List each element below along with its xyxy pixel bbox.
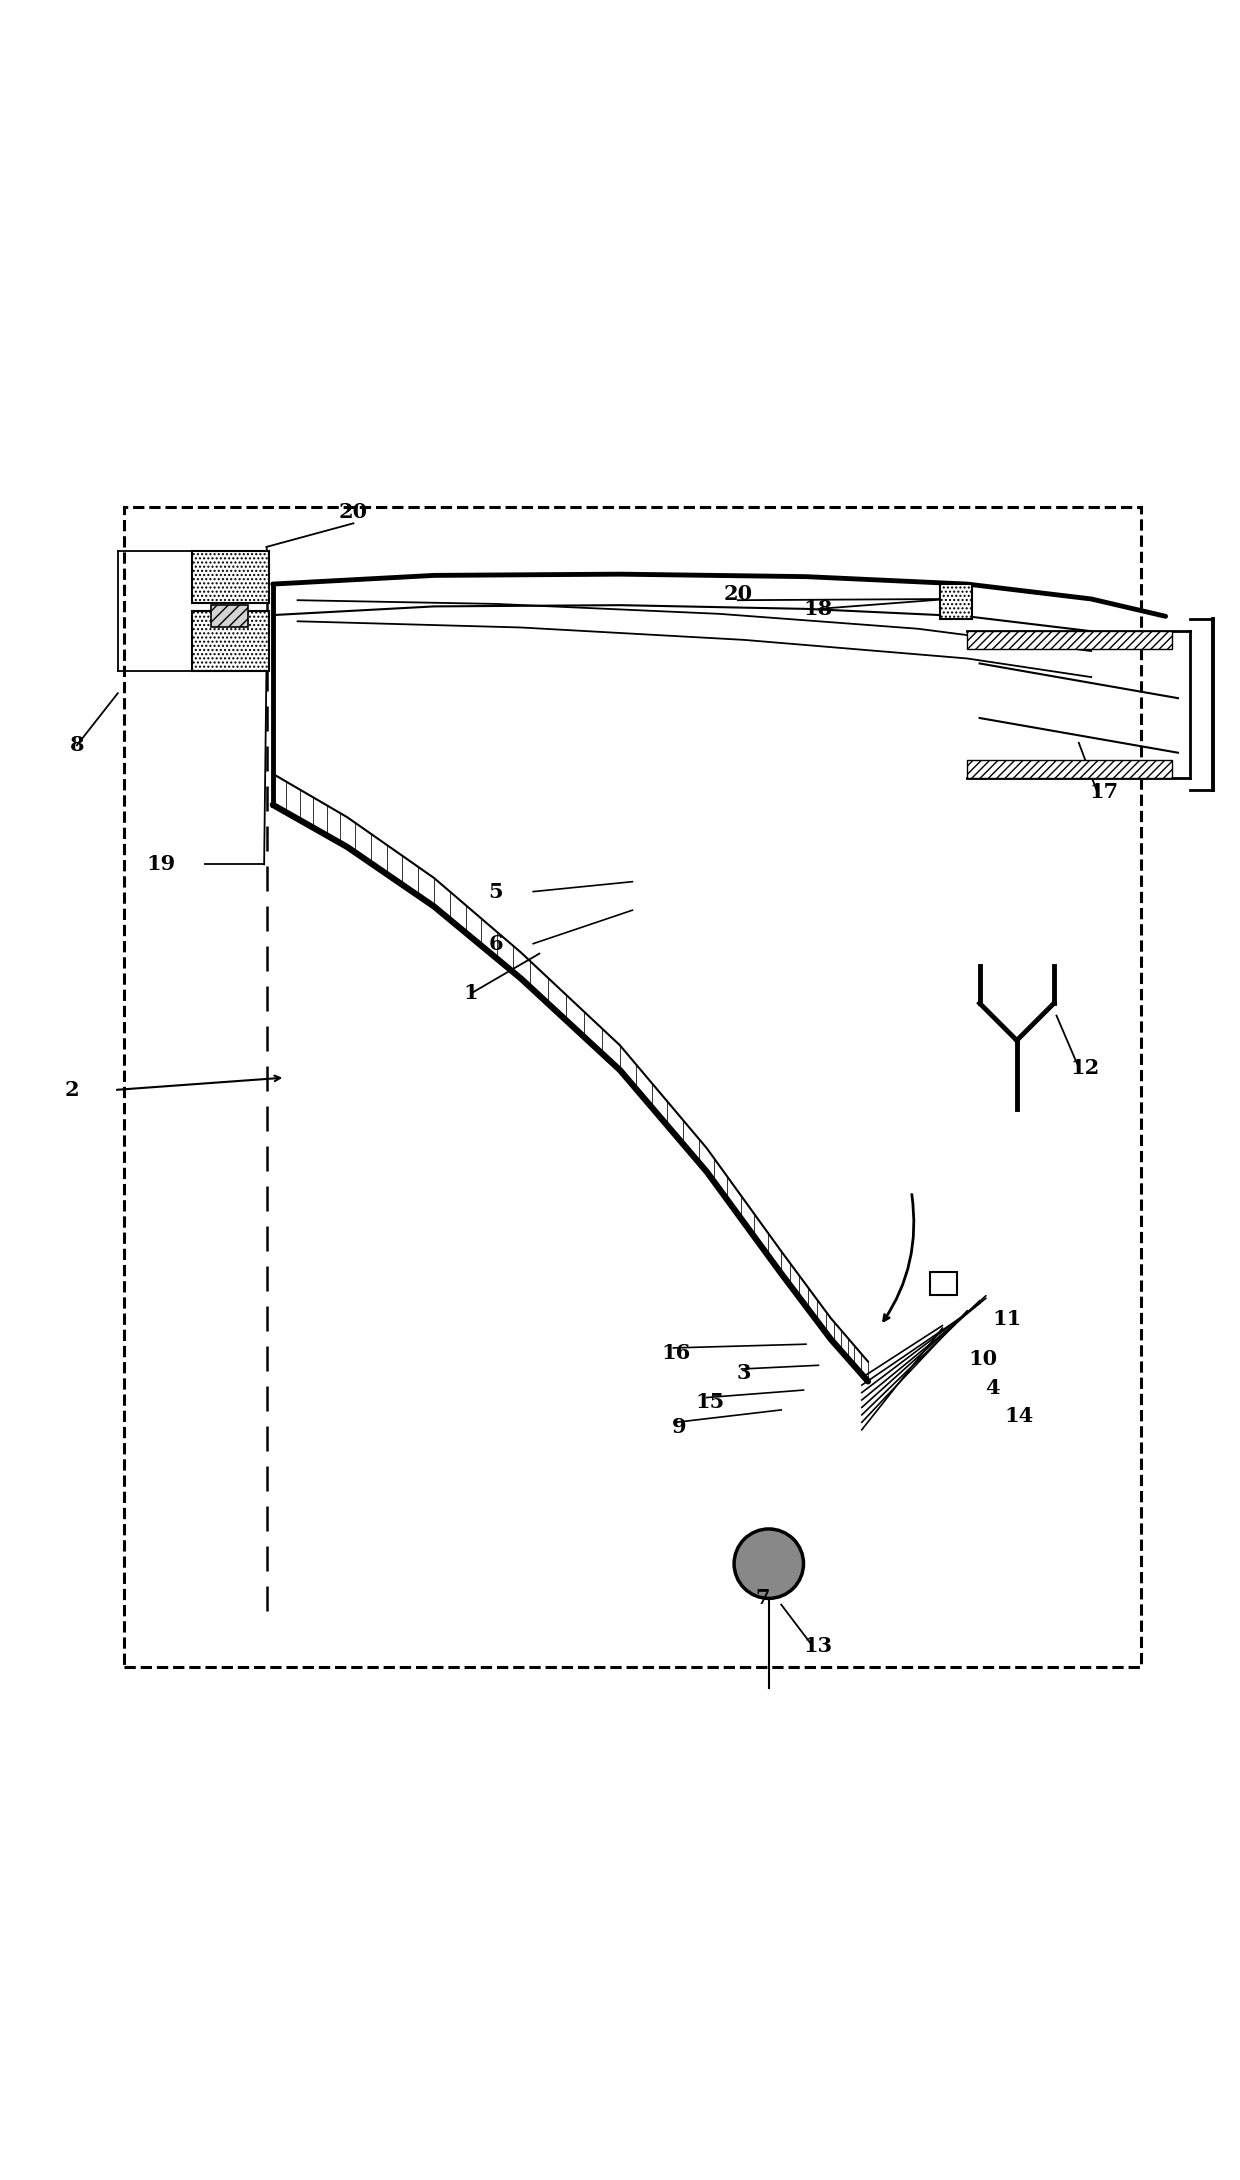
- Bar: [967, 761, 1172, 778]
- Text: 11: 11: [992, 1310, 1022, 1330]
- Text: 13: 13: [804, 1635, 833, 1655]
- Bar: [211, 606, 248, 628]
- Text: 16: 16: [661, 1343, 691, 1362]
- Text: 5: 5: [489, 881, 503, 903]
- Bar: [930, 1273, 957, 1295]
- Text: 9: 9: [672, 1417, 687, 1437]
- Text: 20: 20: [723, 584, 753, 604]
- Text: 4: 4: [985, 1378, 999, 1397]
- Text: 3: 3: [737, 1362, 751, 1382]
- Text: 8: 8: [69, 735, 84, 754]
- Text: 20: 20: [339, 501, 368, 523]
- Text: 15: 15: [696, 1393, 725, 1413]
- Bar: [192, 552, 269, 602]
- Bar: [192, 610, 269, 671]
- Circle shape: [734, 1528, 804, 1598]
- Bar: [940, 584, 972, 619]
- Bar: [967, 632, 1172, 650]
- Text: 10: 10: [968, 1349, 998, 1369]
- Text: 17: 17: [1089, 783, 1118, 802]
- Text: 2: 2: [64, 1079, 79, 1101]
- Text: 12: 12: [1070, 1057, 1100, 1077]
- Text: 19: 19: [146, 855, 176, 874]
- Text: 7: 7: [755, 1589, 770, 1609]
- Text: 6: 6: [489, 933, 503, 953]
- Text: 14: 14: [1004, 1406, 1034, 1426]
- Text: 18: 18: [804, 600, 833, 619]
- Text: 1: 1: [464, 983, 479, 1003]
- Bar: [124, 508, 1141, 1666]
